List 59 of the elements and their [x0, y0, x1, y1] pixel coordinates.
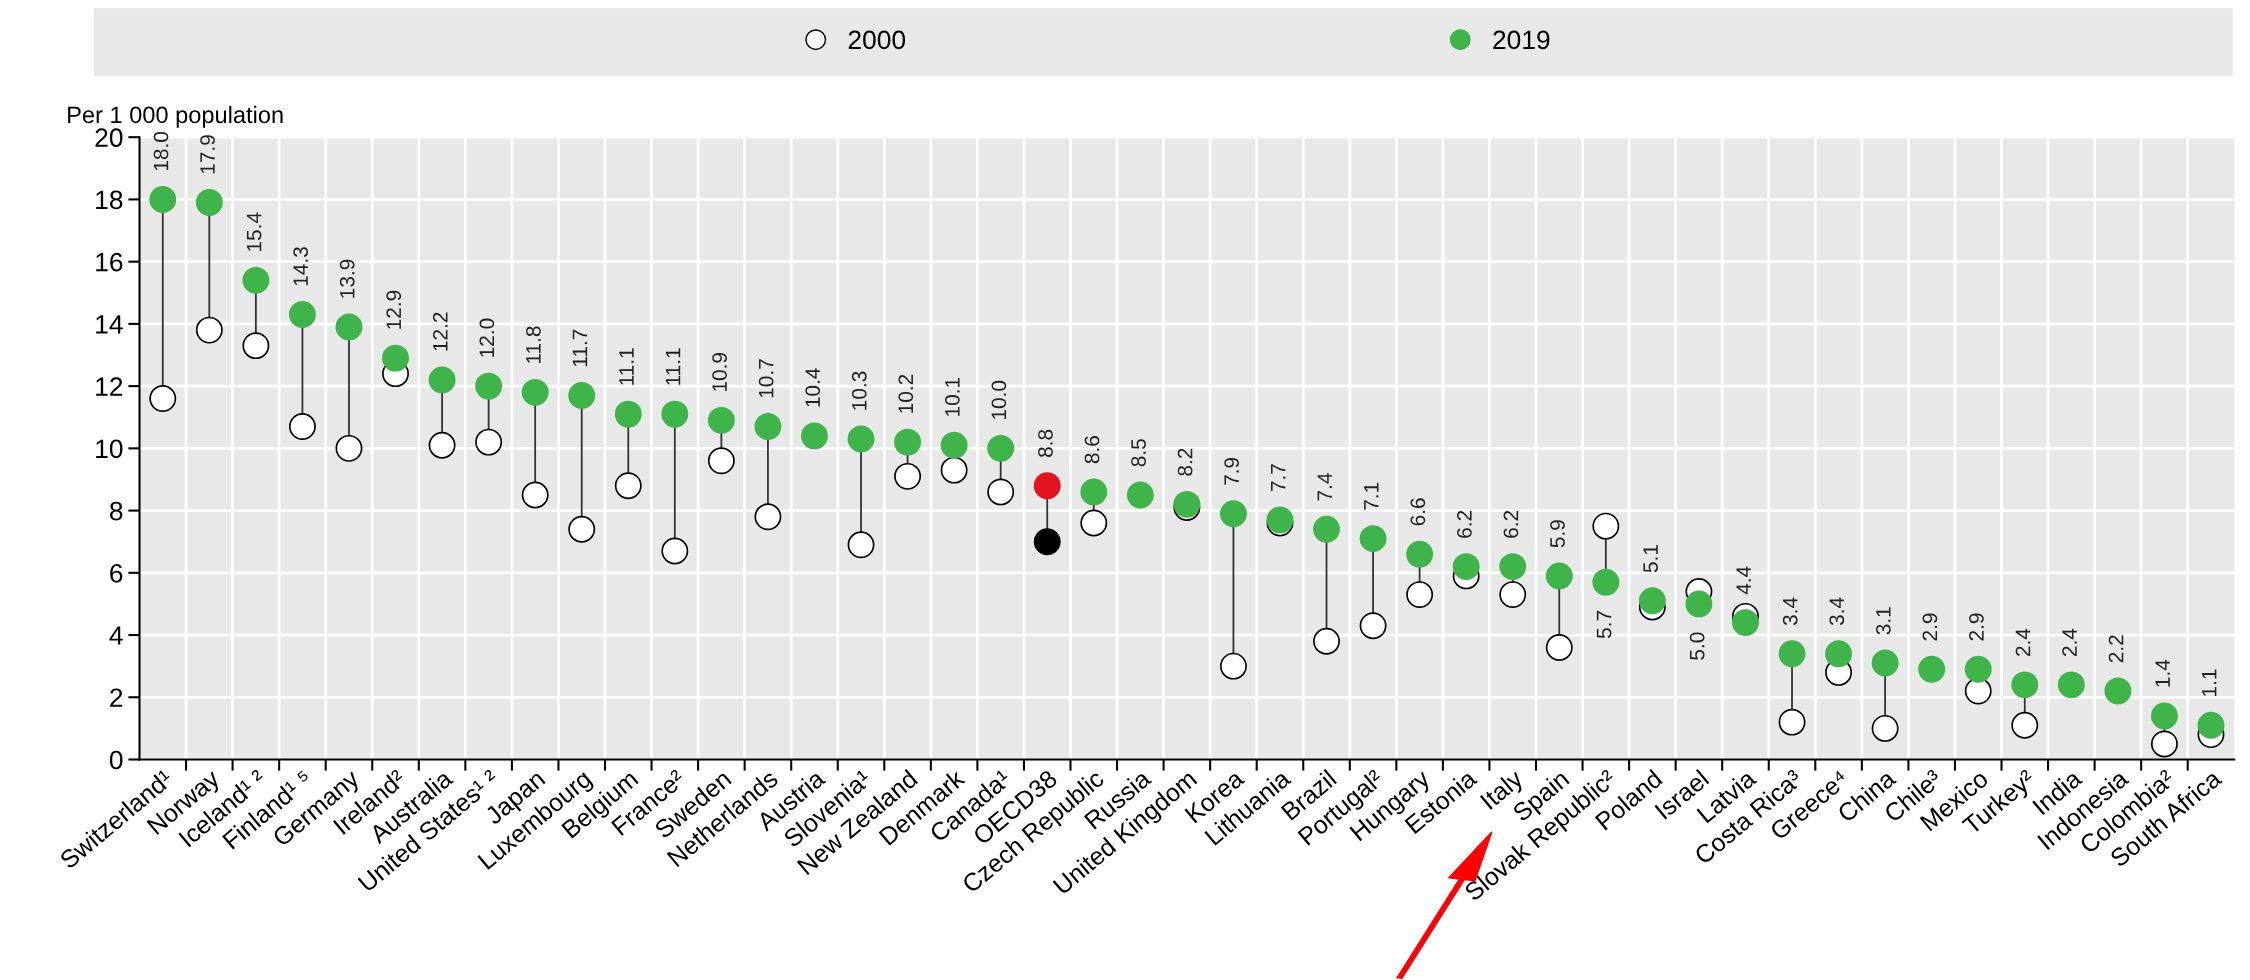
data-label: 14.3 [293, 247, 309, 286]
data-label: 5.1 [1643, 545, 1658, 573]
data-label: 8.8 [1038, 429, 1053, 458]
data-label: 12.0 [479, 318, 495, 357]
y-tick-label: 8 [110, 501, 123, 521]
data-label: 2.2 [2108, 635, 2124, 663]
y-tick-label: 14 [96, 315, 123, 334]
y-tick-label: 6 [110, 563, 123, 583]
data-label: 10.4 [805, 368, 821, 407]
data-label: 4.4 [1736, 566, 1751, 595]
data-label: 11.7 [572, 329, 588, 367]
data-label: 7.1 [1364, 482, 1379, 510]
data-label: 12.2 [432, 312, 448, 351]
data-label: 10.9 [712, 353, 727, 391]
data-label: 10.7 [758, 359, 774, 398]
data-label: 7.9 [1224, 457, 1240, 485]
data-label: 15.4 [246, 212, 262, 251]
data-label: 7.4 [1317, 473, 1332, 501]
y-tick-label: 12 [96, 377, 123, 396]
legend-label: 2000 [848, 30, 906, 50]
data-label: 3.4 [1829, 597, 1845, 626]
data-label: 2.4 [2015, 628, 2031, 656]
data-label: 10.0 [991, 380, 1007, 419]
data-label: 11.1 [619, 348, 634, 385]
data-label: 10.1 [944, 377, 960, 416]
data-label: 12.9 [386, 290, 402, 329]
data-label: 1.4 [2155, 659, 2170, 687]
data-label: 5.0 [1689, 632, 1705, 660]
data-label: 8.6 [1084, 436, 1100, 464]
data-label: 3.4 [1782, 597, 1798, 626]
y-tick-label: 0 [109, 750, 123, 770]
data-label: 6.6 [1410, 498, 1426, 526]
data-label: 5.7 [1596, 610, 1612, 639]
data-label: 8.5 [1131, 439, 1146, 467]
data-label: 17.9 [200, 135, 215, 174]
data-label: 2.4 [2062, 628, 2077, 656]
data-label: 2.9 [1969, 613, 1984, 641]
data-label: 3.1 [1875, 607, 1891, 635]
data-label: 13.9 [339, 259, 355, 298]
y-tick-label: 4 [109, 626, 123, 645]
data-label: 1.1 [2202, 669, 2217, 696]
data-label: 2.9 [1922, 613, 1938, 641]
y-tick-label: 18 [96, 190, 123, 210]
data-label: 6.2 [1503, 510, 1519, 538]
y-tick-label: 10 [96, 439, 123, 459]
y-tick-label: 20 [95, 128, 123, 148]
data-label: 11.8 [526, 326, 541, 363]
y-tick-label: 2 [110, 688, 123, 707]
data-label: 8.2 [1177, 448, 1193, 476]
data-label: 18.0 [153, 131, 169, 171]
legend-label: 2019 [1493, 30, 1550, 50]
data-label: 7.7 [1271, 464, 1286, 492]
data-label: 10.2 [898, 374, 914, 413]
data-label: 6.2 [1457, 510, 1472, 538]
data-label: 11.1 [665, 348, 681, 385]
data-label: 5.9 [1550, 520, 1565, 548]
y-tick-label: 16 [96, 252, 123, 272]
y-axis-title: Per 1 000 population [68, 105, 283, 128]
data-label: 10.3 [851, 371, 867, 410]
